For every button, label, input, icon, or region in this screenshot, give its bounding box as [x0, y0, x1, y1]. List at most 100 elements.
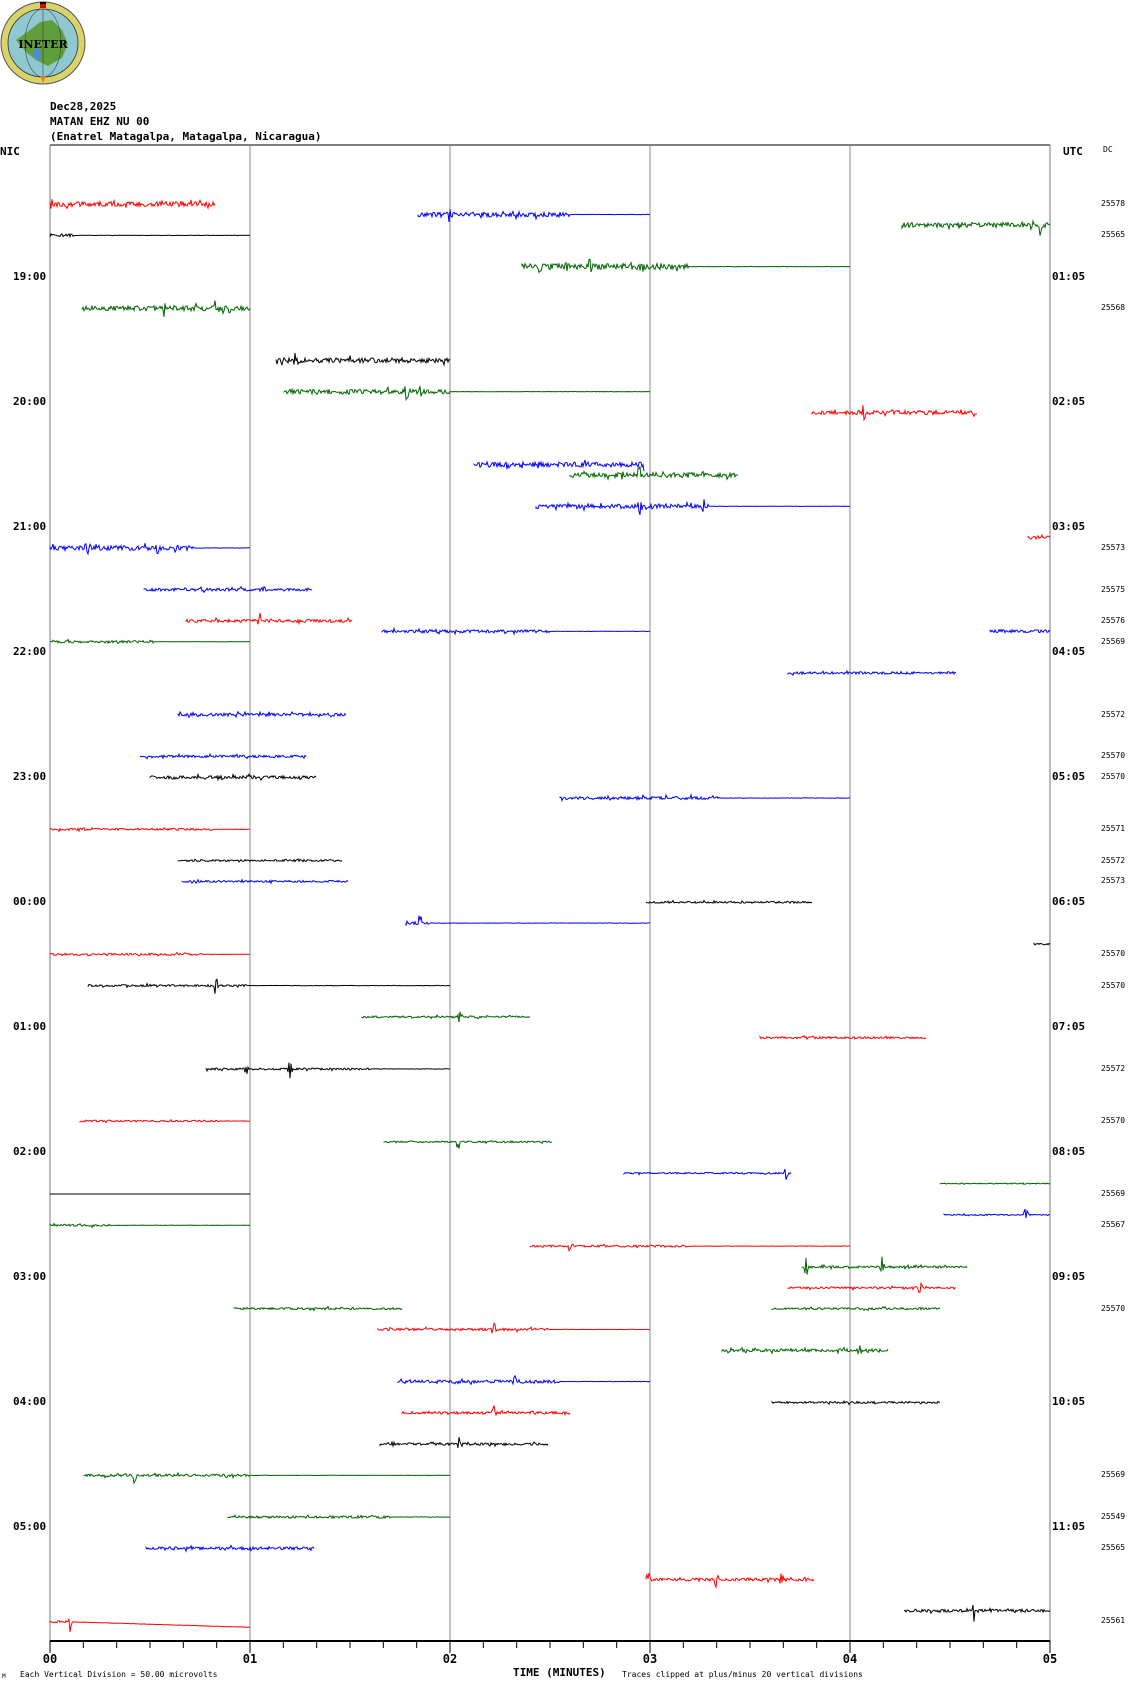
utc-hour-label: 03:05: [1052, 520, 1086, 534]
seismic-trace-row-72: [645, 899, 813, 905]
seismic-trace-row-131: [227, 1514, 450, 1520]
seismic-trace-row-42: [143, 585, 313, 594]
seismic-trace-row-47: [49, 638, 250, 645]
seismic-trace-row-121: [401, 1405, 571, 1417]
utc-hour-label: 05:05: [1052, 770, 1086, 784]
dc-offset-label: 25569: [1101, 1189, 1126, 1198]
seismic-trace-row-50: [787, 669, 957, 677]
nic-hour-label: 02:00: [13, 1145, 47, 1159]
nic-hour-label: 20:00: [13, 395, 47, 409]
utc-hour-label: 01:05: [1052, 270, 1086, 284]
utc-hour-label: 11:05: [1052, 1520, 1086, 1534]
station-label: MATAN EHZ NU 00: [50, 115, 150, 128]
dc-offset-label: 25578: [1101, 199, 1126, 209]
dc-offset-label: 25570: [1101, 980, 1126, 990]
nic-hour-label: 01:00: [13, 1020, 47, 1034]
x-tick-label: 04: [842, 1652, 858, 1666]
seismic-trace-row-60: [149, 772, 317, 782]
seismic-trace-row-93: [79, 1118, 250, 1124]
traces: [49, 198, 1051, 1632]
seismic-trace-row-88: [205, 1062, 451, 1079]
seismic-trace-row-7: [901, 219, 1051, 236]
utc-hour-label: 07:05: [1052, 1020, 1086, 1034]
seismic-trace-row-11: [521, 258, 851, 274]
scale-note: Each Vertical Division = 50.00 microvolt…: [20, 1670, 218, 1679]
utc-hour-label: 09:05: [1052, 1270, 1086, 1284]
utc-timezone-label: UTC: [1063, 145, 1083, 158]
seismic-trace-row-37: [1027, 533, 1051, 541]
seismic-trace-row-80: [87, 978, 451, 994]
nic-hour-label: 04:00: [13, 1395, 47, 1409]
dc-offset-label: 25570: [1101, 1116, 1126, 1126]
seismic-trace-row-137: [645, 1572, 815, 1589]
seismic-trace-row-141: [49, 1618, 251, 1632]
nic-hour-label: 05:00: [13, 1520, 47, 1534]
dc-offset-label: 25569: [1101, 636, 1126, 646]
seismic-trace-row-118: [397, 1374, 651, 1386]
seismic-trace-row-99: [939, 1182, 1051, 1186]
seismic-trace-row-8: [49, 232, 251, 239]
seismic-trace-row-77: [49, 951, 251, 957]
dc-offset-label: 25571: [1101, 824, 1126, 834]
seismic-trace-row-107: [801, 1256, 968, 1275]
seismic-trace-row-38: [49, 543, 251, 556]
seismic-trace-row-98: [623, 1168, 792, 1180]
seismic-trace-row-105: [529, 1243, 851, 1252]
seismic-trace-row-45: [185, 613, 353, 626]
seismic-trace-row-23: [283, 386, 651, 402]
seismic-trace-row-31: [569, 466, 739, 481]
nic-hour-label: 00:00: [13, 895, 47, 909]
x-tick-label: 01: [242, 1652, 258, 1666]
dc-offset-label: 25549: [1101, 1512, 1126, 1522]
dc-offset-label: 25565: [1101, 1543, 1126, 1553]
seismic-trace-row-62: [559, 793, 851, 803]
nic-hour-label: 21:00: [13, 520, 47, 534]
dc-offset-label: 25576: [1101, 615, 1126, 625]
seismic-trace-row-6: [417, 209, 650, 222]
seismic-trace-row-65: [49, 826, 251, 833]
seismic-trace-row-70: [181, 878, 349, 885]
svg-text:INETER: INETER: [18, 38, 68, 51]
x-tick-label: 02: [442, 1652, 458, 1666]
utc-hour-label: 04:05: [1052, 645, 1086, 659]
seismic-trace-row-103: [49, 1222, 251, 1229]
seismic-trace-row-74: [405, 915, 651, 926]
x-tick-label: 03: [642, 1652, 658, 1666]
seismic-trace-row-20: [275, 352, 451, 367]
seismic-trace-row-30: [473, 459, 645, 472]
x-tick-label: 05: [1042, 1652, 1058, 1666]
dc-header: DC: [1103, 145, 1113, 154]
nic-hour-label: 23:00: [13, 770, 47, 784]
seismic-trace-row-58: [139, 752, 307, 760]
seismic-trace-row-5: [49, 198, 216, 210]
seismic-trace-row-25: [811, 405, 978, 422]
seismic-trace-row-115: [721, 1345, 889, 1356]
dc-offset-label: 25568: [1101, 303, 1126, 313]
seismic-trace-row-15: [81, 300, 251, 317]
seismic-trace-row-111: [771, 1305, 941, 1312]
nic-hour-label: 03:00: [13, 1270, 47, 1284]
seismic-trace-row-76: [1033, 942, 1051, 946]
dc-offset-label: 25570: [1101, 751, 1126, 761]
utc-hour-label: 06:05: [1052, 895, 1086, 909]
seismic-trace-row-124: [379, 1437, 549, 1449]
dc-offset-label: 25572: [1101, 855, 1126, 865]
dc-offset-label: 25570: [1101, 1303, 1126, 1313]
dc-offset-label: 25573: [1101, 542, 1126, 552]
logo: INETER: [0, 1, 86, 85]
date-label: Dec28,2025: [50, 100, 117, 113]
dc-offset-label: 25567: [1101, 1220, 1126, 1230]
dc-offset-label: 25575: [1101, 584, 1126, 594]
x-tick-label: 00: [42, 1652, 58, 1666]
dc-offset-label: 25570: [1101, 772, 1126, 782]
seismic-trace-row-34: [535, 499, 850, 515]
dc-offset-label: 25572: [1101, 1063, 1126, 1073]
seismic-trace-row-54: [177, 710, 347, 719]
nic-hour-label: 22:00: [13, 645, 47, 659]
seismic-trace-row-83: [361, 1011, 531, 1023]
seismic-trace-row-127: [83, 1471, 450, 1485]
utc-hour-label: 08:05: [1052, 1145, 1086, 1159]
seismic-trace-row-140: [903, 1604, 1051, 1622]
seismic-trace-row-95: [383, 1139, 553, 1149]
clip-note: Traces clipped at plus/minus 20 vertical…: [622, 1670, 863, 1679]
